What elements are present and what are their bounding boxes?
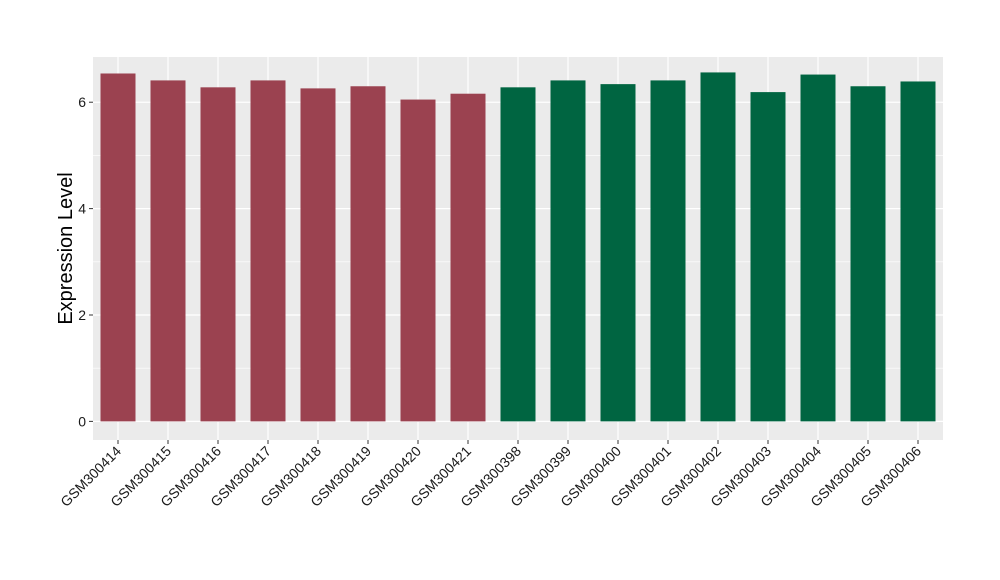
bar-GSM300401	[650, 80, 686, 422]
y-tick-label: 6	[78, 94, 86, 110]
bar-GSM300403	[750, 92, 786, 422]
bar-GSM300398	[500, 87, 536, 422]
bar-GSM300417	[250, 80, 286, 422]
bar-GSM300406	[900, 81, 936, 422]
bar-GSM300404	[800, 74, 836, 422]
y-tick-label: 2	[78, 307, 86, 323]
bar-GSM300402	[700, 72, 736, 422]
bar-GSM300421	[450, 93, 486, 422]
bar-GSM300418	[300, 88, 336, 422]
y-tick-label: 4	[78, 201, 86, 217]
bar-GSM300420	[400, 99, 436, 422]
y-tick-label: 0	[78, 413, 86, 429]
bar-GSM300405	[850, 86, 886, 422]
bars	[100, 72, 936, 422]
y-axis-title: Expression Level	[55, 172, 77, 324]
bar-GSM300416	[200, 87, 236, 422]
y-axis: 0 2 4 6	[78, 94, 93, 429]
bar-GSM300415	[150, 80, 186, 422]
x-axis: GSM300414GSM300415GSM300416GSM300417GSM3…	[57, 440, 924, 510]
bar-GSM300399	[550, 80, 586, 422]
bar-GSM300419	[350, 86, 386, 422]
bar-GSM300400	[600, 84, 636, 422]
bar-GSM300414	[100, 73, 136, 422]
